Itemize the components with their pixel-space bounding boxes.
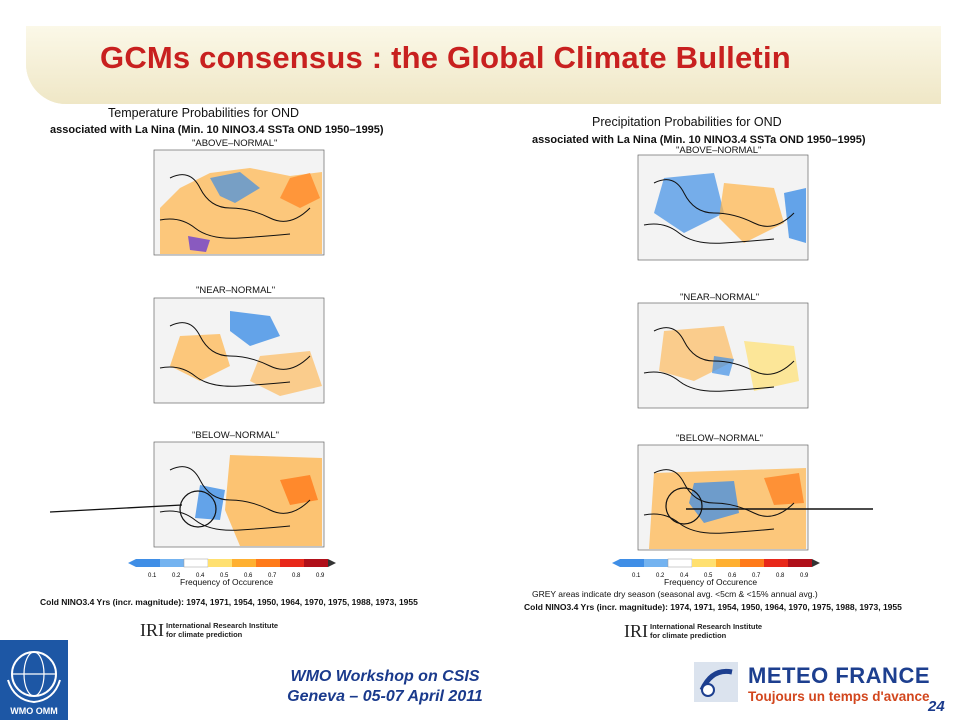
slide-title: GCMs consensus : the Global Climate Bull… [100,40,791,75]
right-iri-mark: IRI [624,621,648,641]
left-map-label-near: "NEAR–NORMAL" [196,285,276,296]
left-iri-credit: International Research Institute for clim… [166,621,279,639]
left-map-near [153,297,325,404]
right-map-near [637,302,809,409]
left-colorbar-label: Frequency of Occurence [180,577,274,587]
workshop-caption: WMO Workshop on CSIS Geneva – 05-07 Apri… [270,667,500,707]
left-map-below [153,441,325,548]
left-cb-tick: 0.8 [292,573,301,579]
right-iri-credit: International Research Institute for clim… [650,622,763,640]
right-cb-tick: 0.9 [800,573,809,579]
meteo-france-tagline: Toujours un temps d'avance [748,689,930,704]
left-panel-subtitle: associated with La Nina (Min. 10 NINO3.4… [50,124,384,136]
left-years-note: Cold NINO3.4 Yrs (incr. magnitude): 1974… [40,597,418,607]
right-map-label-near: "NEAR–NORMAL" [680,292,760,303]
wmo-logo-text: WMO OMM [10,706,58,716]
left-cb-tick: 0.4 [196,573,205,579]
right-map-above [637,154,809,261]
left-pointer-line [49,504,183,513]
title-bar [26,26,941,104]
right-panel-title: Precipitation Probabilities for OND [592,115,782,129]
left-colorbar: 0.1 0.2 0.4 0.5 0.6 0.7 0.8 0.9 [128,558,336,579]
right-panel-subtitle: associated with La Nina (Min. 10 NINO3.4… [532,134,866,146]
right-cb-tick: 0.7 [752,573,761,579]
workshop-line-1: WMO Workshop on CSIS [290,668,480,685]
meteo-france-icon [694,662,738,702]
page-number: 24 [928,698,945,715]
left-cb-tick: 0.1 [148,573,157,579]
left-iri-mark: IRI [140,620,164,640]
left-map-above [153,149,325,256]
right-years-note: Cold NINO3.4 Yrs (incr. magnitude): 1974… [524,602,902,612]
left-cb-tick: 0.9 [316,573,325,579]
right-cb-tick: 0.1 [632,573,641,579]
right-cb-tick: 0.8 [776,573,785,579]
right-map-label-above: "ABOVE–NORMAL" [676,145,762,156]
right-cb-tick: 0.4 [680,573,689,579]
right-colorbar-label: Frequency of Occurence [664,577,758,587]
workshop-line-2: Geneva – 05-07 April 2011 [287,688,483,705]
right-map-label-below: "BELOW–NORMAL" [676,433,763,444]
right-grey-note: GREY areas indicate dry season (seasonal… [532,589,818,599]
left-cb-tick: 0.6 [244,573,253,579]
left-cb-tick: 0.2 [172,573,181,579]
meteo-france-name: METEO FRANCE [748,663,930,688]
left-map-label-above: "ABOVE–NORMAL" [192,138,278,149]
right-colorbar: 0.1 0.2 0.4 0.5 0.6 0.7 0.8 0.9 [612,558,820,579]
wmo-logo: WMO OMM [0,640,68,720]
left-cb-tick: 0.7 [268,573,277,579]
right-cb-tick: 0.2 [656,573,665,579]
left-map-label-below: "BELOW–NORMAL" [192,430,279,441]
globe-icon [7,651,61,704]
right-cb-tick: 0.5 [704,573,713,579]
right-cb-tick: 0.6 [728,573,737,579]
left-cb-tick: 0.5 [220,573,229,579]
left-panel-title: Temperature Probabilities for OND [108,106,300,120]
